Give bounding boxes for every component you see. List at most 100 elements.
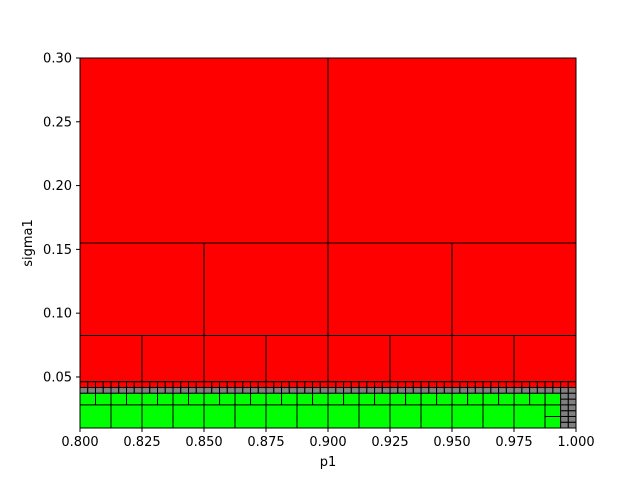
cell-unknown <box>257 387 267 394</box>
cell-unsafe <box>412 381 422 389</box>
y-tick-label: 0.10 <box>43 307 72 322</box>
cell-unsafe <box>126 381 135 389</box>
cell-safe <box>110 404 143 429</box>
cell-unsafe <box>118 381 128 389</box>
region-unsafe <box>327 57 577 244</box>
cell-safe <box>141 392 159 406</box>
cell-unsafe <box>296 381 306 389</box>
region-unsafe <box>327 242 453 336</box>
x-tick-label: 1.000 <box>557 435 594 450</box>
cell-unsafe <box>420 381 430 389</box>
region-unsafe <box>327 335 391 383</box>
cell-safe <box>234 392 252 406</box>
y-tick-label: 0.20 <box>43 179 72 194</box>
cell-safe <box>498 392 515 406</box>
cell-unsafe <box>498 381 507 389</box>
y-axis: 0.05 0.10 0.15 0.20 0.25 0.30 <box>43 52 80 385</box>
cell-unknown <box>428 387 438 394</box>
cell-unsafe <box>203 381 213 389</box>
region-unsafe <box>451 242 577 336</box>
cell-unknown <box>327 387 337 394</box>
cell-safe <box>405 392 422 406</box>
x-tick-label: 0.850 <box>185 435 222 450</box>
cell-unknown <box>567 421 577 429</box>
cell-unknown <box>250 387 259 394</box>
cell-unsafe <box>312 381 321 389</box>
cell-unsafe <box>95 381 104 389</box>
cell-unsafe <box>544 381 554 389</box>
cell-unknown <box>118 387 128 394</box>
cell-unknown <box>211 387 221 394</box>
cell-unknown <box>273 387 283 394</box>
cell-unsafe <box>467 381 476 389</box>
cell-safe <box>374 392 391 406</box>
region-unsafe <box>79 335 143 383</box>
region-unsafe <box>79 242 205 336</box>
cell-safe <box>420 404 453 429</box>
cell-safe <box>172 404 205 429</box>
x-tick-label: 0.800 <box>61 435 98 450</box>
cell-unknown <box>505 387 515 394</box>
cell-unsafe <box>172 381 182 389</box>
cell-unsafe <box>273 381 283 389</box>
y-tick-label: 0.05 <box>43 370 72 385</box>
cell-unknown <box>567 387 577 394</box>
y-axis-label: sigma1 <box>21 219 36 267</box>
cell-safe <box>79 404 112 429</box>
cell-unknown <box>149 387 159 394</box>
cell-unsafe <box>319 381 329 389</box>
cell-safe <box>95 392 112 406</box>
cell-safe <box>327 404 360 429</box>
cell-unsafe <box>211 381 221 389</box>
cell-unknown <box>87 387 96 394</box>
cell-safe <box>343 392 360 406</box>
cell-unknown <box>242 387 252 394</box>
cell-unknown <box>281 387 290 394</box>
cell-unknown <box>358 387 368 394</box>
cell-unsafe <box>389 381 399 389</box>
x-axis: 0.800 0.825 0.850 0.875 0.900 0.925 0.950 0.975… <box>61 428 595 450</box>
cell-safe <box>234 404 267 429</box>
cell-unknown <box>312 387 321 394</box>
cell-unknown <box>443 387 453 394</box>
cell-safe <box>141 404 174 429</box>
cell-unsafe <box>490 381 500 389</box>
cell-unknown <box>102 387 112 394</box>
cell-unknown <box>226 387 236 394</box>
cell-safe <box>79 392 96 406</box>
region-unsafe <box>203 242 329 336</box>
cell-unknown <box>567 404 577 412</box>
cell-unknown <box>180 387 190 394</box>
cell-unsafe <box>102 381 112 389</box>
cell-safe <box>172 392 190 406</box>
cell-safe <box>467 392 484 406</box>
cell-unknown <box>95 387 104 394</box>
cell-unknown <box>560 398 569 406</box>
cell-unsafe <box>474 381 484 389</box>
cell-unknown <box>335 387 345 394</box>
cell-safe <box>389 404 422 429</box>
cell-unsafe <box>219 381 228 389</box>
cell-unsafe <box>505 381 515 389</box>
cell-unsafe <box>288 381 298 389</box>
cell-unsafe <box>529 381 538 389</box>
cell-unknown <box>172 387 182 394</box>
cell-unsafe <box>381 381 391 389</box>
cell-unsafe <box>335 381 345 389</box>
cell-safe <box>389 392 407 406</box>
cell-unsafe <box>141 381 151 389</box>
cell-unknown <box>567 410 577 417</box>
cell-unsafe <box>405 381 414 389</box>
cell-safe <box>265 404 298 429</box>
cell-safe <box>358 392 376 406</box>
cell-unknown <box>265 387 275 394</box>
cell-unknown <box>79 387 89 394</box>
cell-unsafe <box>281 381 290 389</box>
cell-unsafe <box>327 381 337 389</box>
cell-unsafe <box>552 381 562 389</box>
cell-unknown <box>560 392 569 400</box>
cell-unsafe <box>188 381 197 389</box>
cell-safe <box>296 404 329 429</box>
cell-unknown <box>567 392 577 400</box>
